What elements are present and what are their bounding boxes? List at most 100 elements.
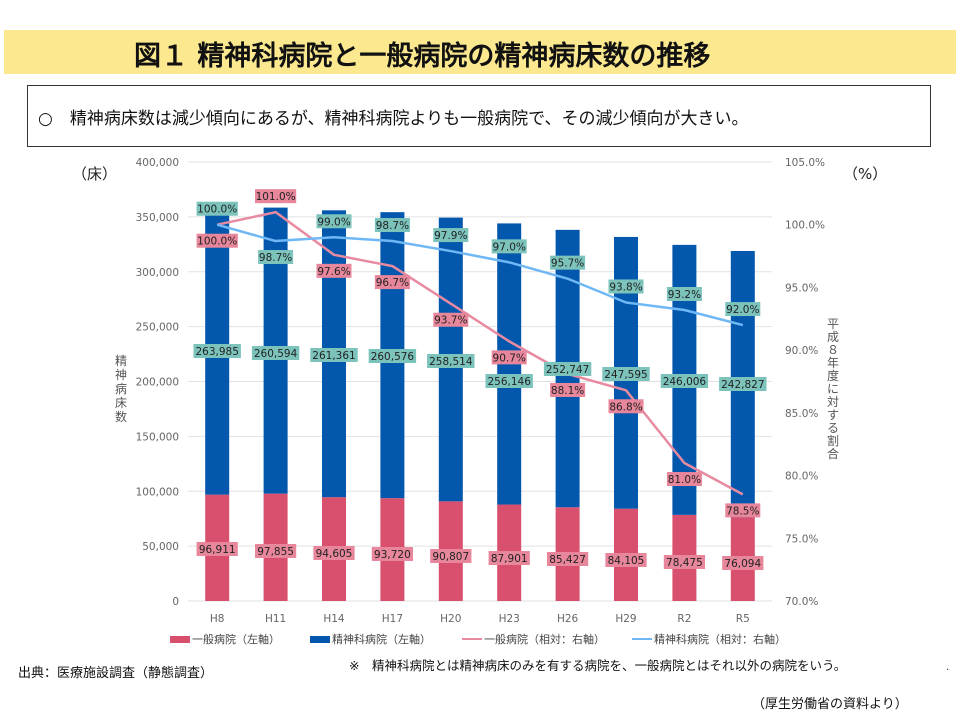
psychiatric-relative-label: 97.0%	[493, 241, 526, 253]
psychiatric-bar-value-label: 263,985	[195, 346, 238, 358]
legend-item-psych-bar: 精神科病院（左軸）	[310, 631, 431, 647]
psychiatric-relative-label-bg	[433, 228, 469, 243]
right-axis-tick: 70.0%	[785, 596, 818, 608]
general-relative-label: 81.0%	[668, 474, 701, 486]
psychiatric-bar-value-label-bg	[251, 346, 300, 360]
legend-swatch-general-line	[462, 638, 482, 640]
left-axis-tick: 350,000	[136, 212, 179, 224]
psychiatric-relative-label: 93.8%	[609, 281, 642, 293]
right-axis-tick: 105.0%	[785, 157, 825, 169]
general-bar-value-label: 96,911	[199, 544, 236, 556]
general-bar-value-label: 84,105	[608, 555, 645, 567]
legend-swatch-psych-line	[632, 638, 652, 640]
x-axis-tick: H26	[557, 613, 579, 625]
psychiatric-relative-label: 95.7%	[551, 258, 584, 270]
psychiatric-relative-label: 99.0%	[317, 216, 350, 228]
psychiatric-bar-value-label-bg	[485, 374, 533, 388]
psychiatric-bar-value-label: 242,827	[721, 379, 764, 391]
right-axis-tick: 90.0%	[785, 345, 818, 357]
psychiatric-relative-label: 92.0%	[726, 304, 759, 316]
stray-dot: .	[946, 662, 950, 673]
legend-label: 一般病院（相対：右軸）	[484, 633, 605, 646]
psychiatric-relative-label: 98.7%	[376, 220, 409, 232]
general-relative-label-bg	[433, 312, 469, 327]
left-axis-tick: 200,000	[136, 377, 179, 389]
psychiatric-bar-value-label-bg	[368, 349, 417, 363]
x-axis-tick: H23	[499, 613, 520, 625]
legend-label: 精神科病院（左軸）	[332, 633, 431, 646]
left-axis-tick: 100,000	[136, 486, 179, 498]
x-axis-tick: R5	[736, 613, 750, 625]
general-relative-label-bg	[666, 472, 702, 487]
psychiatric-bar-value-label: 258,514	[429, 356, 473, 368]
general-bar-value-label: 87,901	[491, 553, 528, 565]
psychiatric-bar-value-label: 246,006	[663, 376, 707, 388]
psychiatric-bar-value-label: 260,594	[254, 348, 298, 360]
general-bar-value-label-bg	[722, 556, 764, 570]
general-bar-value-label-bg	[313, 546, 355, 560]
psychiatric-relative-label: 98.7%	[259, 252, 292, 264]
general-relative-label: 86.8%	[609, 401, 642, 413]
line-psychiatric-relative	[216, 223, 744, 327]
summary-box	[27, 85, 931, 147]
general-bar-value-label-bg	[196, 542, 238, 556]
general-relative-label: 93.7%	[434, 315, 467, 327]
left-axis-tick: 400,000	[136, 157, 179, 169]
psychiatric-relative-label-bg	[666, 287, 702, 302]
summary-text: ○ 精神病床数は減少傾向にあるが、精神科病院よりも一般病院で、その減少傾向が大き…	[38, 109, 749, 129]
right-axis-tick: 100.0%	[785, 220, 825, 232]
general-bar-value-label-bg	[255, 544, 297, 558]
general-relative-label-bg	[725, 503, 761, 518]
general-bar-value-label-bg	[663, 555, 705, 569]
psychiatric-relative-label: 93.2%	[668, 289, 701, 301]
x-axis-tick: R2	[677, 613, 691, 625]
general-bar-value-label-bg	[605, 553, 647, 567]
psychiatric-relative-label-bg	[491, 239, 527, 254]
general-relative-label: 100.0%	[197, 236, 237, 248]
general-bar-value-label: 78,475	[666, 557, 703, 569]
legend-label: 一般病院（左軸）	[192, 633, 280, 646]
general-relative-label: 97.6%	[317, 266, 350, 278]
psychiatric-bar-value-label-bg	[427, 354, 475, 368]
left-axis-tick: 0	[172, 596, 179, 608]
psychiatric-bar-value-label-bg	[193, 344, 241, 358]
x-axis-tick: H14	[323, 613, 345, 625]
general-relative-label-bg	[550, 382, 586, 397]
general-relative-label-bg	[255, 189, 297, 204]
psychiatric-bar-value-label-bg	[543, 362, 592, 376]
psychiatric-relative-label-bg	[316, 214, 352, 229]
psychiatric-bar-value-label-bg	[602, 367, 650, 381]
psychiatric-bar-value-label: 256,146	[487, 376, 531, 388]
psychiatric-relative-label-bg	[608, 279, 644, 294]
psychiatric-relative-label-bg	[725, 302, 761, 317]
general-relative-label: 96.7%	[376, 277, 409, 289]
x-axis-tick: H17	[382, 613, 403, 625]
psychiatric-bar-value-label-bg	[660, 374, 709, 388]
psychiatric-relative-label-bg	[374, 218, 410, 233]
psychiatric-bar-value-label: 260,576	[371, 351, 415, 363]
general-bar-value-label: 85,427	[549, 554, 586, 566]
psychiatric-bar-value-label: 252,747	[546, 364, 589, 376]
general-bar-value-label: 90,807	[432, 551, 469, 563]
legend-swatch-psych-bar	[310, 635, 330, 643]
title-band	[4, 30, 956, 74]
x-axis-tick: H20	[440, 613, 461, 625]
general-bar-value-label: 94,605	[316, 548, 353, 560]
credit-text: （厚生労働省の資料より）	[752, 697, 908, 712]
right-axis-tick: 85.0%	[785, 408, 818, 420]
psychiatric-bar-value-label-bg	[310, 348, 358, 362]
footnote-text: ※ 精神科病院とは精神病床のみを有する病院を、一般病院とはそれ以外の病院をいう。	[349, 658, 847, 673]
general-bar-value-label: 97,855	[257, 546, 294, 558]
legend-item-general-bar: 一般病院（左軸）	[170, 631, 280, 647]
legend-item-general-line: 一般病院（相対：右軸）	[462, 631, 605, 647]
right-axis-tick: 95.0%	[785, 282, 818, 294]
legend-item-psych-line: 精神科病院（相対：右軸）	[632, 631, 786, 647]
line-general-relative	[216, 210, 744, 496]
psychiatric-bar-value-label: 261,361	[312, 350, 355, 362]
psychiatric-relative-label: 97.9%	[434, 230, 467, 242]
source-text: 出典：医療施設調査（静態調査）	[18, 666, 214, 681]
right-axis-title: 平成８年度に対する割合	[826, 317, 839, 461]
left-axis-tick: 150,000	[136, 431, 179, 443]
psychiatric-bar-value-label: 247,595	[604, 369, 647, 381]
